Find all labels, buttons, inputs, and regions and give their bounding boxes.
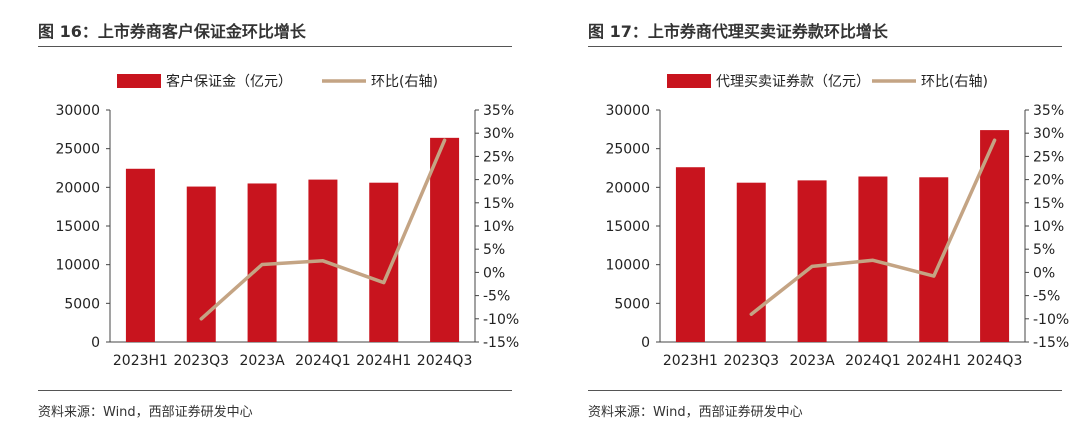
figure-16-panel: 图 16：上市券商客户保证金环比增长 0 5000 10000 15000 20000 2… (0, 0, 530, 439)
right-tick-label: 30% (1033, 126, 1064, 142)
left-tick-label: 20000 (605, 180, 650, 196)
x-tick-label: 2024Q1 (295, 353, 351, 369)
left-tick-label: 30000 (605, 103, 650, 119)
x-tick-label: 2023Q3 (173, 353, 229, 369)
right-tick-label: 0% (1033, 265, 1055, 281)
right-tick-label: 15% (483, 196, 514, 212)
right-tick-label: -5% (1033, 289, 1060, 305)
bar (919, 177, 949, 342)
chart-figure-16: 0 5000 10000 15000 20000 25000 30000 -15% -10% -5… (55, 73, 519, 369)
figure-17-panel: 图 17：上市券商代理买卖证券款环比增长 0 5000 10000 15000 2000… (550, 0, 1080, 439)
right-tick-label: -10% (483, 312, 519, 328)
source-note: 资料来源：Wind，西部证券研发中心 (588, 405, 803, 420)
left-tick-label: 5000 (614, 296, 650, 312)
source-rule (588, 390, 1062, 391)
right-tick-label: 15% (1033, 196, 1064, 212)
legend-bar-label: 客户保证金（亿元） (166, 73, 292, 90)
right-tick-label: -15% (1033, 335, 1069, 351)
right-tick-label: 5% (1033, 242, 1055, 258)
x-tick-label: 2024Q3 (417, 353, 473, 369)
left-tick-label: 0 (91, 335, 100, 351)
bar (736, 182, 766, 342)
right-tick-label: -5% (483, 289, 510, 305)
source-note: 资料来源：Wind，西部证券研发中心 (38, 405, 253, 420)
legend-bar-swatch (117, 74, 161, 88)
right-tick-label: 30% (483, 126, 514, 142)
right-tick-label: 20% (483, 173, 514, 189)
x-tick-label: 2024Q1 (845, 353, 901, 369)
right-tick-label: -10% (1033, 312, 1069, 328)
right-tick-label: 20% (1033, 173, 1064, 189)
series-line (749, 138, 997, 316)
left-tick-label: 25000 (55, 142, 100, 158)
figure-title: 图 16：上市券商客户保证金环比增长 (38, 22, 306, 41)
right-tick-label: 10% (483, 219, 514, 235)
legend-line-label: 环比(右轴) (921, 74, 988, 90)
bar (797, 180, 827, 342)
title-rule (38, 46, 512, 47)
figure-title: 图 17：上市券商代理买卖证券款环比增长 (588, 22, 888, 41)
x-tick-label: 2023A (789, 353, 835, 369)
right-tick-label: 5% (483, 242, 505, 258)
right-tick-label: 35% (483, 103, 514, 119)
bar (186, 186, 216, 342)
x-tick-label: 2024H1 (906, 353, 961, 369)
left-tick-label: 10000 (55, 258, 100, 274)
left-tick-label: 30000 (55, 103, 100, 119)
chart-figure-17: 0 5000 10000 15000 20000 25000 30000 -15% -10% -5… (605, 74, 1069, 369)
left-tick-label: 25000 (605, 142, 650, 158)
x-tick-label: 2023Q3 (723, 353, 779, 369)
right-tick-label: -15% (483, 335, 519, 351)
left-tick-label: 5000 (64, 296, 100, 312)
right-tick-label: 25% (1033, 149, 1064, 165)
x-tick-label: 2024Q3 (967, 353, 1023, 369)
right-tick-label: 35% (1033, 103, 1064, 119)
source-rule (38, 390, 512, 391)
left-tick-label: 0 (641, 335, 650, 351)
left-tick-label: 10000 (605, 258, 650, 274)
left-tick-label: 20000 (55, 180, 100, 196)
bar (430, 137, 460, 342)
right-tick-label: 10% (1033, 219, 1064, 235)
series-line (199, 138, 447, 321)
x-tick-label: 2023H1 (663, 353, 718, 369)
bar (125, 168, 155, 342)
x-tick-label: 2023A (239, 353, 285, 369)
x-tick-label: 2024H1 (356, 353, 411, 369)
bar (675, 167, 705, 342)
x-tick-label: 2023H1 (113, 353, 168, 369)
left-tick-label: 15000 (605, 219, 650, 235)
legend-bar-label: 代理买卖证券款（亿元） (716, 74, 870, 90)
right-tick-label: 25% (483, 149, 514, 165)
left-tick-label: 15000 (55, 219, 100, 235)
legend-line-label: 环比(右轴) (371, 74, 438, 90)
legend-bar-swatch (667, 74, 711, 88)
title-rule (588, 46, 1062, 47)
right-tick-label: 0% (483, 265, 505, 281)
